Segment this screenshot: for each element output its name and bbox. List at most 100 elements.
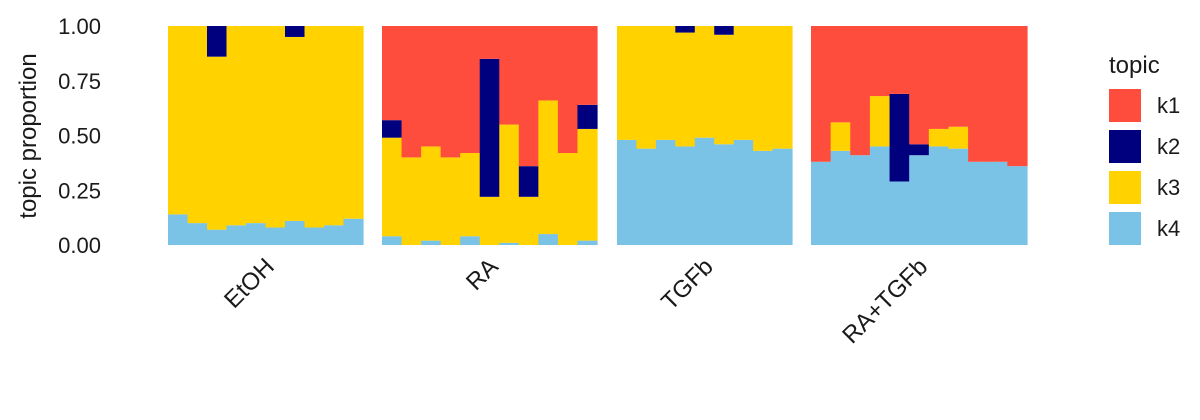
bar-segment-k4 bbox=[343, 218, 364, 245]
bar-segment-k4 bbox=[577, 240, 598, 245]
bar-segment-k3 bbox=[518, 196, 539, 245]
bar-segment-k3 bbox=[343, 26, 364, 219]
facet-panels bbox=[168, 26, 1028, 245]
bar-segment-k1 bbox=[869, 26, 891, 97]
panel-ra bbox=[382, 26, 598, 245]
bar-segment-k1 bbox=[968, 26, 989, 162]
bar-segment-k3 bbox=[304, 26, 325, 228]
bar-segment-k3 bbox=[207, 56, 228, 230]
bar-segment-k4 bbox=[909, 155, 930, 245]
bar-segment-k1 bbox=[421, 26, 442, 147]
bar-segment-k4 bbox=[753, 150, 774, 245]
bar-segment-k3 bbox=[636, 26, 657, 149]
bar-segment-k3 bbox=[538, 100, 559, 235]
y-tick-label: 1.00 bbox=[58, 14, 101, 39]
y-tick-label: 0.00 bbox=[58, 233, 101, 258]
bar-segment-k1 bbox=[479, 26, 500, 59]
y-axis: 0.00 0.25 0.50 0.75 1.00 bbox=[58, 14, 101, 258]
bar-segment-k3 bbox=[187, 26, 208, 224]
bar-segment-k1 bbox=[538, 26, 559, 101]
bar-segment-k4 bbox=[850, 155, 871, 245]
bar-segment-k1 bbox=[909, 26, 930, 145]
legend-swatch-k1 bbox=[1109, 89, 1141, 122]
bar-segment-k4 bbox=[636, 148, 657, 245]
bar-segment-k4 bbox=[382, 236, 403, 245]
bar-segment-k4 bbox=[207, 229, 228, 245]
bar-segment-k2 bbox=[889, 93, 910, 182]
legend-swatch-k3 bbox=[1109, 171, 1141, 204]
legend: topic k1 k2 k3 k4 bbox=[1109, 52, 1180, 245]
bar-segment-k4 bbox=[1007, 166, 1028, 245]
bar-segment-k4 bbox=[304, 227, 325, 245]
bar-segment-k4 bbox=[811, 161, 832, 245]
legend-label-k3: k3 bbox=[1157, 175, 1180, 200]
bar-segment-k1 bbox=[557, 26, 579, 154]
panel-ra-tgfb bbox=[811, 26, 1028, 245]
bar-segment-k3 bbox=[617, 26, 638, 140]
bar-segment-k1 bbox=[577, 26, 598, 105]
bar-segment-k4 bbox=[226, 225, 247, 245]
bar-segment-k1 bbox=[518, 26, 539, 167]
legend-title: topic bbox=[1109, 52, 1160, 79]
bar-segment-k4 bbox=[187, 223, 208, 245]
bar-segment-k4 bbox=[617, 139, 638, 245]
bar-segment-k3 bbox=[265, 26, 286, 228]
bar-segment-k1 bbox=[1007, 26, 1028, 167]
legend-label-k2: k2 bbox=[1157, 134, 1180, 159]
bar-segment-k1 bbox=[460, 26, 481, 154]
bar-segment-k4 bbox=[889, 181, 910, 245]
bar-segment-k2 bbox=[714, 26, 735, 35]
bar-segment-k4 bbox=[830, 150, 851, 245]
bar-segment-k4 bbox=[421, 240, 442, 245]
bar-segment-k4 bbox=[655, 139, 676, 245]
bar-segment-k4 bbox=[928, 146, 950, 245]
bar-segment-k3 bbox=[168, 26, 189, 215]
x-tick-label: EtOH bbox=[219, 253, 280, 314]
bar-segment-k2 bbox=[909, 144, 930, 156]
bar-segment-k3 bbox=[655, 26, 676, 140]
bar-segment-k4 bbox=[694, 137, 715, 245]
bar-segment-k1 bbox=[382, 26, 403, 121]
bar-segment-k4 bbox=[772, 148, 793, 245]
y-axis-label: topic proportion bbox=[15, 53, 42, 218]
bar-segment-k4 bbox=[538, 234, 559, 245]
legend-label-k1: k1 bbox=[1157, 93, 1180, 118]
x-tick-label: RA bbox=[461, 253, 504, 296]
bar-segment-k1 bbox=[830, 26, 851, 123]
bar-segment-k4 bbox=[733, 139, 754, 245]
bar-segment-k1 bbox=[811, 26, 832, 162]
legend-swatch-k2 bbox=[1109, 130, 1141, 163]
bar-segment-k2 bbox=[518, 166, 539, 197]
bar-segment-k1 bbox=[401, 26, 422, 158]
bar-segment-k2 bbox=[382, 120, 403, 138]
bar-segment-k4 bbox=[675, 146, 696, 245]
bar-segment-k3 bbox=[557, 153, 579, 245]
y-tick-label: 0.50 bbox=[58, 124, 101, 149]
bar-segment-k2 bbox=[577, 104, 598, 129]
panel-tgfb bbox=[617, 26, 793, 245]
bar-segment-k1 bbox=[499, 26, 520, 125]
bar-segment-k3 bbox=[440, 157, 461, 245]
bar-segment-k1 bbox=[928, 26, 950, 129]
bar-segment-k1 bbox=[440, 26, 461, 158]
y-tick-label: 0.25 bbox=[58, 178, 101, 203]
bar-segment-k3 bbox=[577, 128, 598, 241]
bar-segment-k3 bbox=[948, 126, 969, 149]
bar-segment-k3 bbox=[324, 26, 345, 226]
bar-segment-k3 bbox=[830, 122, 851, 151]
bar-segment-k4 bbox=[714, 144, 735, 245]
bar-segment-k4 bbox=[987, 161, 1008, 245]
y-tick-label: 0.75 bbox=[58, 69, 101, 94]
bar-segment-k1 bbox=[987, 26, 1008, 162]
bar-segment-k2 bbox=[285, 26, 306, 37]
legend-items: k1 k2 k3 k4 bbox=[1109, 89, 1180, 245]
bar-segment-k4 bbox=[246, 223, 267, 245]
bar-segment-k3 bbox=[753, 26, 774, 151]
bar-segment-k3 bbox=[226, 26, 247, 226]
bar-segment-k3 bbox=[382, 137, 403, 237]
bar-segment-k3 bbox=[421, 146, 442, 241]
bar-segment-k2 bbox=[207, 26, 228, 57]
bar-segment-k3 bbox=[401, 157, 422, 245]
bar-segment-k2 bbox=[675, 26, 696, 33]
